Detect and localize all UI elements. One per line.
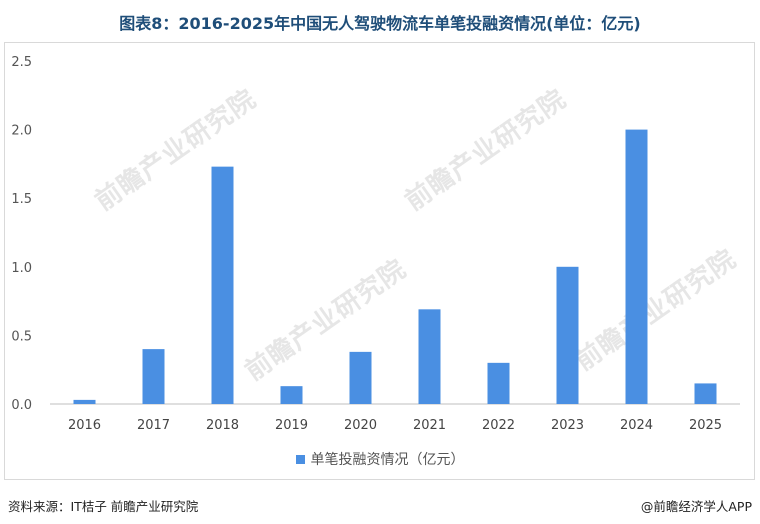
bar-2021 — [418, 309, 441, 404]
bar-2020 — [349, 351, 372, 404]
bar-2024 — [625, 129, 648, 404]
bar-2023 — [556, 266, 579, 404]
y-tick-label: 2.5 — [11, 55, 32, 70]
bar-2025 — [694, 383, 717, 404]
x-tick-label: 2025 — [689, 418, 722, 433]
x-tick-label: 2021 — [413, 418, 446, 433]
bar-2018 — [211, 166, 234, 404]
legend-label: 单笔投融资情况（亿元） — [310, 452, 465, 468]
chart-frame — [4, 42, 755, 480]
legend-swatch — [295, 454, 305, 464]
y-tick-label: 1.0 — [11, 261, 32, 276]
x-tick-label: 2023 — [551, 418, 584, 433]
brand-credit: @前瞻经济学人APP — [640, 499, 752, 514]
legend: 单笔投融资情况（亿元） — [0, 449, 760, 469]
bar-2019 — [280, 386, 303, 404]
x-tick-label: 2018 — [206, 418, 239, 433]
bar-2022 — [487, 362, 510, 404]
source-note: 资料来源：IT桔子 前瞻产业研究院 — [8, 499, 199, 514]
y-tick-label: 1.5 — [11, 192, 32, 207]
chart-title: 图表8：2016-2025年中国无人驾驶物流车单笔投融资情况(单位：亿元) — [119, 14, 641, 33]
x-tick-label: 2016 — [68, 418, 101, 433]
bar-2016 — [73, 399, 96, 404]
bar-2017 — [142, 349, 165, 404]
x-tick-label: 2024 — [620, 418, 653, 433]
x-tick-label: 2019 — [275, 418, 308, 433]
y-tick-label: 2.0 — [11, 124, 32, 139]
x-tick-label: 2017 — [137, 418, 170, 433]
x-tick-label: 2020 — [344, 418, 377, 433]
x-tick-label: 2022 — [482, 418, 515, 433]
y-tick-label: 0.0 — [11, 398, 32, 413]
y-tick-label: 0.5 — [11, 329, 32, 344]
